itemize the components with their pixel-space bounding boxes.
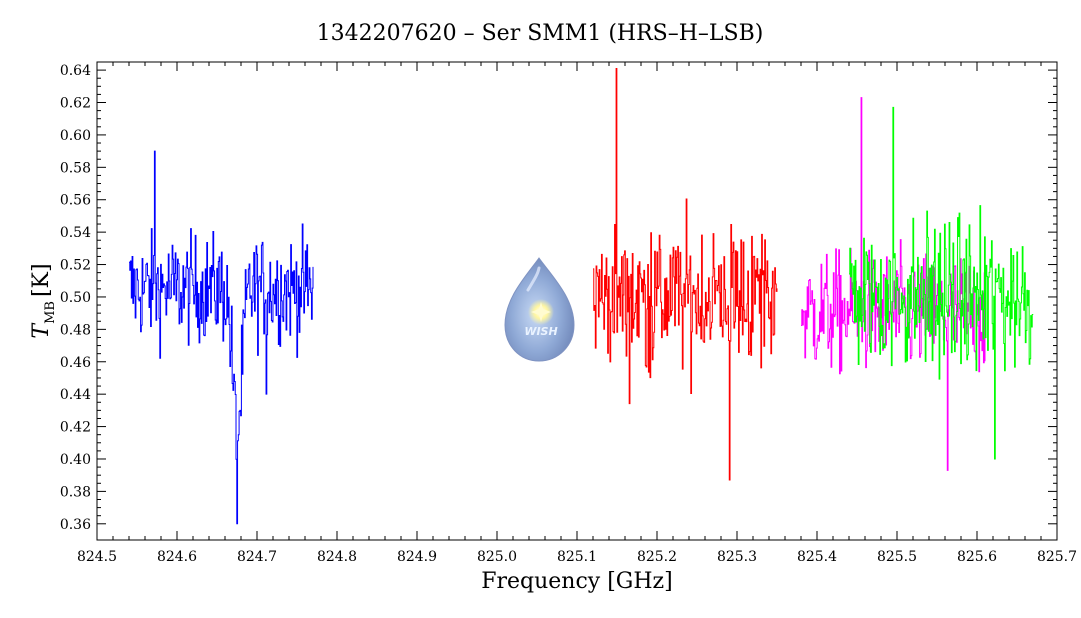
y-tick-label: 0.44 xyxy=(60,387,91,403)
y-axis-label: TMB[K] xyxy=(29,263,58,338)
x-tick-label: 825.2 xyxy=(637,549,677,565)
y-tick-label: 0.58 xyxy=(60,160,91,176)
y-tick-label: 0.36 xyxy=(60,517,91,533)
spectrum-series-1 xyxy=(129,150,314,525)
x-tick-label: 825.1 xyxy=(557,549,597,565)
x-axis: 824.5 824.6 824.7 824.8 824.9 825.0 825.1 825.2… xyxy=(77,62,1077,565)
chart-title: 1342207620 – Ser SMM1 (HRS–H–LSB) xyxy=(317,21,764,46)
x-tick-label: 824.7 xyxy=(237,549,277,565)
x-tick-label: 824.5 xyxy=(77,549,117,565)
y-tick-label: 0.40 xyxy=(60,452,91,468)
y-tick-label: 0.46 xyxy=(60,355,91,371)
x-tick-label: 825.5 xyxy=(877,549,917,565)
y-tick-label: 0.60 xyxy=(60,128,91,144)
y-tick-label: 0.50 xyxy=(60,290,91,306)
x-tick-label: 825.0 xyxy=(477,549,517,565)
y-tick-label: 0.42 xyxy=(60,420,91,436)
y-tick-label: 0.48 xyxy=(60,322,91,338)
y-tick-label: 0.54 xyxy=(60,225,91,241)
y-tick-label: 0.52 xyxy=(60,258,91,274)
x-tick-label: 824.8 xyxy=(317,549,357,565)
x-tick-label: 824.9 xyxy=(397,549,437,565)
x-tick-label: 825.4 xyxy=(797,549,837,565)
y-tick-label: 0.56 xyxy=(60,193,91,209)
series-layer xyxy=(129,67,1034,525)
spectrum-series-3 xyxy=(801,97,986,471)
x-tick-label: 824.6 xyxy=(157,549,197,565)
x-tick-label: 825.3 xyxy=(717,549,757,565)
x-tick-label: 825.6 xyxy=(957,549,997,565)
y-tick-label: 0.62 xyxy=(60,96,91,112)
y-tick-label: 0.64 xyxy=(60,63,91,79)
y-axis: 0.36 0.38 0.40 0.42 0.44 0.46 0.48 0.50 0.52 0.54… xyxy=(60,61,1057,533)
x-tick-label: 825.7 xyxy=(1037,549,1077,565)
logo-text: WISH xyxy=(524,325,557,338)
spectrum-series-2 xyxy=(593,67,778,481)
y-tick-label: 0.38 xyxy=(60,484,91,500)
wish-logo: WISH xyxy=(504,257,575,362)
x-axis-label: Frequency [GHz] xyxy=(481,569,673,594)
spectrum-series-4 xyxy=(849,106,1034,460)
